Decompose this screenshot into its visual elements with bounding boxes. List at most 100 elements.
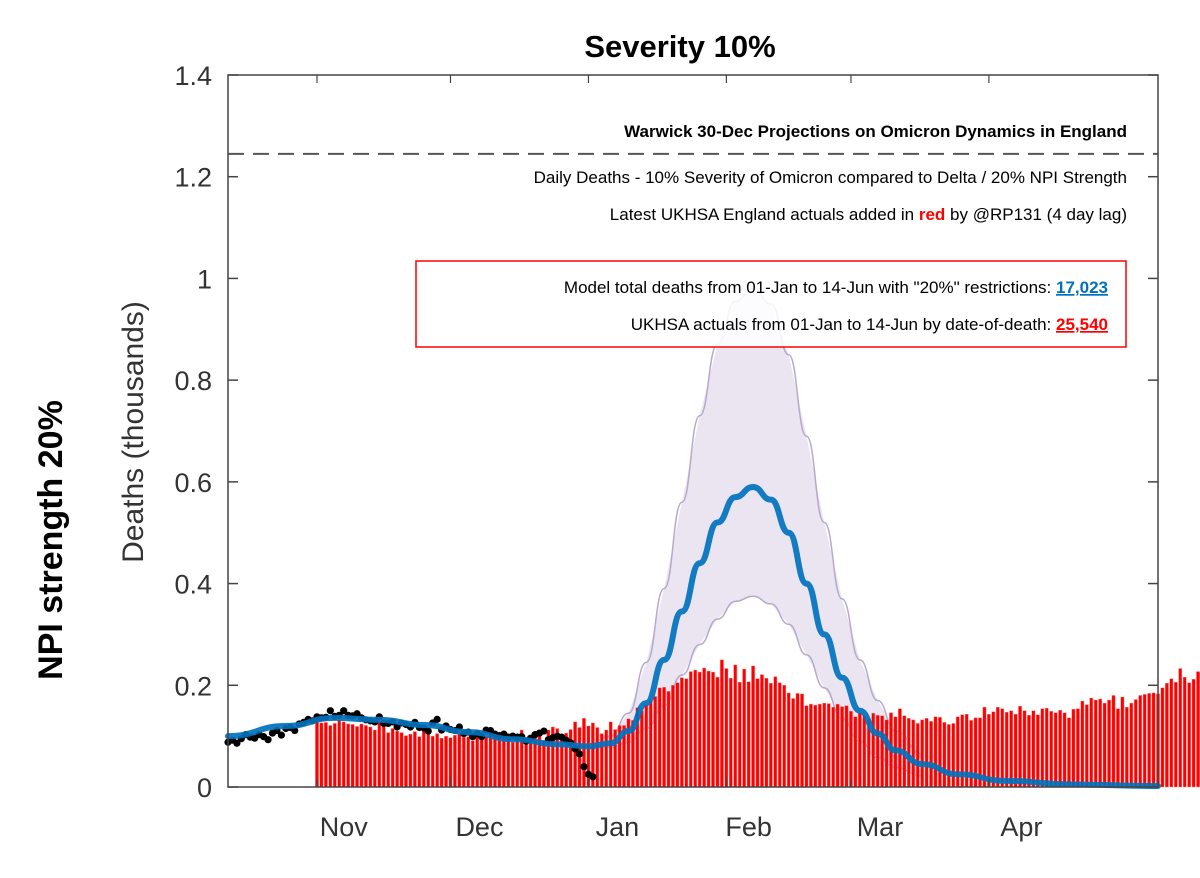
actuals-bar bbox=[729, 677, 733, 788]
actuals-total-line: UKHSA actuals from 01-Jan to 14-Jun by d… bbox=[631, 315, 1108, 334]
actuals-bar bbox=[884, 719, 889, 788]
actuals-bar bbox=[368, 726, 373, 788]
actuals-bar bbox=[497, 737, 502, 788]
actuals-bar bbox=[319, 722, 324, 788]
actuals-bar bbox=[1049, 711, 1054, 788]
actuals-bar bbox=[1187, 682, 1191, 788]
observed-point bbox=[340, 707, 348, 715]
chart-title: Severity 10% bbox=[584, 29, 775, 64]
actuals-bar bbox=[488, 732, 493, 788]
actuals-bar bbox=[675, 682, 680, 788]
projection-header: Warwick 30-Dec Projections on Omicron Dy… bbox=[624, 122, 1127, 141]
actuals-bar bbox=[1093, 699, 1098, 788]
model-total-line: Model total deaths from 01-Jan to 14-Jun… bbox=[564, 278, 1108, 297]
npi-strength-label: NPI strength 20% bbox=[32, 400, 70, 680]
actuals-total-value: 25,540 bbox=[1056, 315, 1108, 334]
actuals-bar bbox=[804, 705, 809, 788]
actuals-bar bbox=[1018, 705, 1022, 788]
actuals-bar bbox=[457, 732, 462, 788]
y-tick-label: 1 bbox=[197, 264, 212, 294]
actuals-bar bbox=[800, 693, 804, 788]
actuals-bar bbox=[377, 721, 382, 788]
actuals-bar bbox=[493, 733, 497, 788]
annotation-line-2-prefix: Latest UKHSA England actuals added in bbox=[610, 205, 919, 224]
actuals-bar bbox=[711, 671, 715, 788]
y-tick-label: 0.6 bbox=[174, 468, 212, 498]
actuals-bar bbox=[381, 724, 386, 788]
actuals-bar bbox=[684, 678, 689, 788]
actuals-bar bbox=[809, 703, 813, 788]
actuals-bar bbox=[929, 721, 933, 788]
actuals-bar bbox=[858, 713, 862, 788]
actuals-bar bbox=[782, 685, 787, 788]
actuals-bar bbox=[653, 696, 657, 788]
actuals-bar bbox=[1125, 706, 1129, 788]
observed-point bbox=[575, 750, 584, 758]
actuals-bar bbox=[1142, 694, 1147, 788]
actuals-bar bbox=[644, 704, 649, 788]
actuals-bar bbox=[502, 737, 506, 788]
y-tick-label: 0.2 bbox=[174, 671, 212, 701]
actuals-bar bbox=[1040, 708, 1045, 788]
actuals-bar bbox=[818, 703, 822, 788]
actuals-bar bbox=[350, 724, 355, 788]
actuals-bar bbox=[777, 682, 782, 788]
actuals-bar bbox=[324, 722, 328, 788]
actuals-bar bbox=[1027, 715, 1031, 788]
actuals-bar bbox=[1031, 710, 1036, 788]
actuals-bar bbox=[364, 725, 368, 788]
actuals-bar bbox=[1196, 671, 1200, 788]
y-tick-label: 0.4 bbox=[174, 570, 212, 600]
x-tick-label: Mar bbox=[857, 812, 904, 842]
model-total-value: 17,023 bbox=[1056, 278, 1108, 297]
actuals-bar bbox=[528, 739, 533, 788]
actuals-bar bbox=[1191, 678, 1196, 788]
actuals-bar bbox=[951, 723, 956, 788]
actuals-bar bbox=[413, 731, 417, 788]
actuals-bar bbox=[466, 736, 471, 788]
actuals-bar bbox=[938, 717, 942, 788]
actuals-bar bbox=[1107, 699, 1111, 788]
observed-point bbox=[580, 763, 588, 771]
actuals-bar bbox=[1067, 717, 1071, 788]
annotation-line-2: Latest UKHSA England actuals added in re… bbox=[610, 205, 1127, 224]
actuals-bar bbox=[1120, 696, 1125, 788]
actuals-bar bbox=[947, 724, 951, 788]
actuals-bar bbox=[484, 736, 488, 788]
observed-point bbox=[277, 731, 285, 739]
actuals-bar bbox=[697, 671, 702, 788]
actuals-bar bbox=[435, 733, 439, 788]
actuals-bar bbox=[1022, 710, 1027, 788]
actuals-bar bbox=[835, 703, 840, 788]
actuals-bar bbox=[657, 687, 662, 788]
actuals-bar bbox=[1160, 687, 1165, 788]
actuals-bar bbox=[844, 705, 849, 788]
actuals-bar bbox=[853, 716, 858, 788]
actuals-bars-layer bbox=[315, 659, 1200, 788]
actuals-bar bbox=[915, 723, 920, 788]
actuals-bar bbox=[1178, 668, 1183, 788]
y-tick-label: 1.2 bbox=[174, 163, 212, 193]
observed-point bbox=[326, 707, 334, 715]
annotation-red-word: red bbox=[919, 205, 945, 224]
x-axis: Nov Dec Jan Feb Mar Apr bbox=[316, 75, 1042, 842]
model-median-layer bbox=[225, 483, 1161, 789]
actuals-bar bbox=[417, 736, 422, 788]
actuals-bar bbox=[1085, 704, 1089, 788]
actuals-bar bbox=[920, 719, 924, 788]
observed-point bbox=[433, 715, 441, 723]
actuals-bar bbox=[604, 729, 609, 788]
actuals-bar bbox=[911, 719, 916, 788]
actuals-bar bbox=[426, 730, 431, 788]
actuals-bar bbox=[742, 668, 746, 788]
actuals-bar bbox=[439, 737, 444, 788]
actuals-bar bbox=[715, 676, 720, 788]
actuals-bar bbox=[666, 691, 671, 788]
actuals-bar bbox=[1004, 712, 1009, 788]
actuals-bar bbox=[1098, 698, 1102, 788]
observed-point bbox=[264, 736, 272, 744]
actuals-bar bbox=[1173, 682, 1178, 788]
x-tick-label: Dec bbox=[455, 812, 503, 842]
actuals-bar bbox=[840, 706, 844, 788]
